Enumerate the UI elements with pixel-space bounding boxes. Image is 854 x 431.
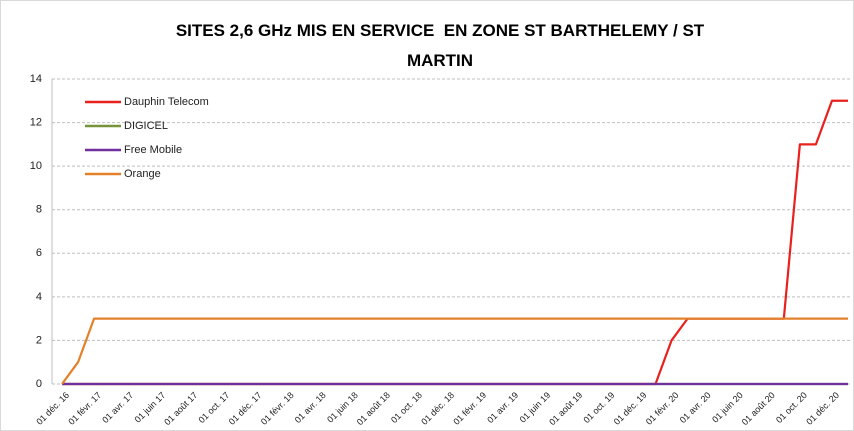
- y-tick-label: 2: [36, 334, 42, 346]
- x-tick-label: 01 déc. 16: [34, 390, 71, 427]
- y-tick-label: 14: [30, 73, 42, 85]
- y-tick-label: 6: [36, 247, 42, 259]
- y-tick-label: 8: [36, 204, 42, 216]
- legend-label: DIGICEL: [124, 120, 168, 132]
- x-tick-label: 01 févr. 18: [259, 390, 296, 427]
- x-tick-label: 01 févr. 17: [66, 390, 103, 427]
- x-tick-label: 01 déc. 20: [804, 390, 841, 427]
- x-tick-label: 01 déc. 18: [419, 390, 456, 427]
- chart-title: SITES 2,6 GHz MIS EN SERVICE EN ZONE ST …: [175, 21, 709, 70]
- x-tick-label: 01 août 18: [355, 390, 392, 427]
- x-tick-label: 01 avr. 20: [678, 390, 713, 425]
- y-tick-label: 12: [30, 116, 42, 128]
- series-line: [61, 317, 848, 385]
- x-tick-label: 01 févr. 20: [644, 390, 681, 427]
- x-tick-label: 01 déc. 17: [227, 390, 264, 427]
- x-tick-label: 01 août 19: [547, 390, 584, 427]
- y-tick-label: 10: [30, 160, 42, 172]
- x-tick-label: 01 août 17: [162, 390, 199, 427]
- x-tick-label: 01 août 20: [740, 390, 777, 427]
- legend-label: Free Mobile: [124, 144, 182, 156]
- legend-label: Orange: [124, 168, 161, 180]
- x-tick-label: 01 déc. 19: [612, 390, 649, 427]
- x-tick-label: 01 févr. 19: [451, 390, 488, 427]
- x-tick-label: 01 avr. 19: [485, 390, 520, 425]
- x-tick-label: 01 avr. 17: [100, 390, 135, 425]
- legend-label: Dauphin Telecom: [124, 96, 209, 108]
- y-tick-label: 0: [36, 378, 42, 390]
- x-tick-label: 01 avr. 18: [293, 390, 328, 425]
- y-tick-label: 4: [36, 291, 42, 303]
